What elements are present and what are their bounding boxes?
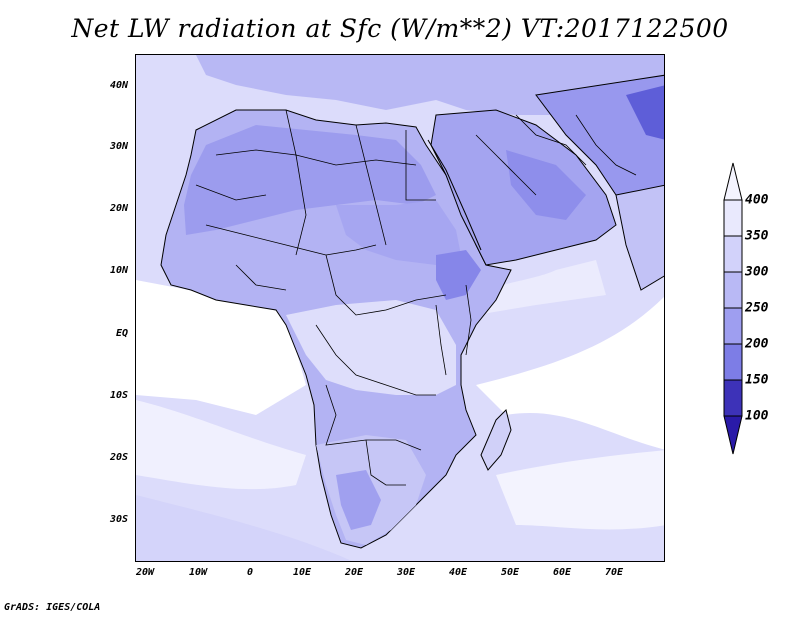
map-canvas (136, 55, 664, 561)
map-title: Net LW radiation at Sfc (W/m**2) VT:2017… (71, 14, 729, 43)
india-region (615, 184, 664, 291)
colorbar-label-300: 300 (745, 264, 769, 280)
colorbar-band-2 (723, 235, 743, 273)
colorbar-label-100: 100 (745, 408, 769, 424)
south-atlantic-light-region (136, 400, 306, 490)
lat-label-40n: 40N (109, 80, 128, 91)
lat-label-20n: 20N (109, 203, 128, 214)
lon-label-20w: 20W (135, 567, 155, 578)
colorbar-top-triangle (723, 162, 743, 201)
colorbar (723, 162, 743, 455)
map-plot-area (135, 54, 665, 562)
colorbar-bottom-triangle (723, 415, 743, 455)
lon-label-50e: 50E (500, 567, 520, 578)
lon-label-10e: 10E (292, 567, 312, 578)
ethiopia-highlands-region (436, 250, 481, 300)
red-sea-coast (427, 139, 482, 251)
colorbar-band-5 (723, 343, 743, 381)
lat-label-20s: 20S (109, 452, 128, 463)
arabia-dark-region (506, 150, 586, 220)
sahara-dark-region (184, 125, 436, 235)
lon-label-20e: 20E (344, 567, 364, 578)
atlantic-clear-sky-region (136, 280, 306, 415)
country-borders (195, 109, 637, 486)
lat-label-10s: 10S (109, 390, 128, 401)
colorbar-label-400: 400 (745, 192, 769, 208)
southwest-ocean-region (136, 495, 352, 561)
central-africa-cloudy-region (286, 300, 456, 395)
lon-label-70e: 70E (604, 567, 624, 578)
colorbar-band-1 (723, 199, 743, 237)
colorbar-band-6 (723, 379, 743, 417)
grads-credit: GrADS: IGES/COLA (4, 602, 101, 613)
lat-label-10n: 10N (109, 265, 128, 276)
colorbar-label-350: 350 (745, 228, 769, 244)
lat-label-30n: 30N (109, 141, 128, 152)
lon-label-60e: 60E (552, 567, 572, 578)
southern-indian-light-region (496, 450, 664, 530)
lon-label-30e: 30E (396, 567, 416, 578)
lat-label-30s: 30S (109, 514, 128, 525)
kalahari-dark-region (336, 470, 381, 530)
indian-ocean-clear-region (476, 296, 664, 450)
colorbar-label-250: 250 (745, 300, 769, 316)
madagascar (480, 409, 512, 471)
himalaya-dark-region (626, 85, 664, 140)
lon-label-10w: 10W (188, 567, 208, 578)
sudan-region (336, 200, 461, 265)
lon-label-40e: 40E (448, 567, 468, 578)
lon-label-0: 0 (246, 567, 254, 578)
colorbar-band-3 (723, 271, 743, 309)
colorbar-band-4 (723, 307, 743, 345)
colorbar-label-200: 200 (745, 336, 769, 352)
lat-label-eq: EQ (115, 328, 128, 339)
colorbar-label-150: 150 (745, 372, 769, 388)
